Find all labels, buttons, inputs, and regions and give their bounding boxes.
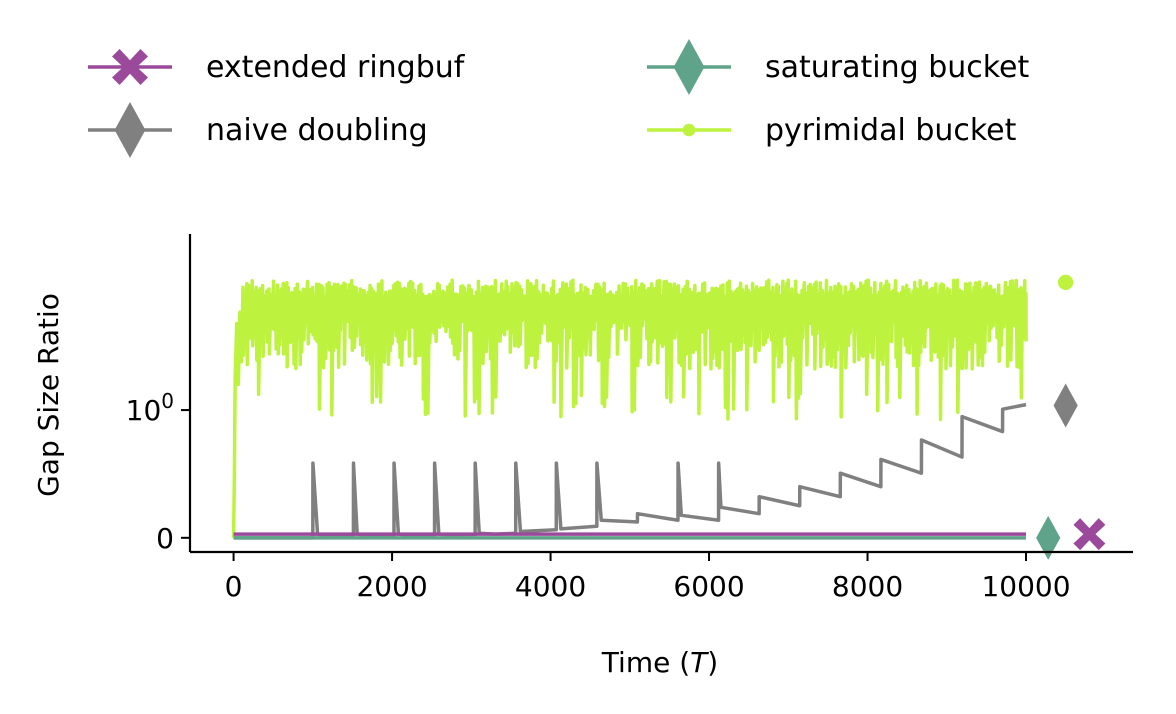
x-tick-label: 8000 xyxy=(832,570,903,603)
end-markers xyxy=(1036,274,1106,560)
legend-marker xyxy=(682,123,696,137)
x-axis-label: Time (T) xyxy=(601,646,718,679)
legend-marker xyxy=(112,49,148,85)
x-tick-label: 2000 xyxy=(356,570,427,603)
legend-label: pyrimidal bucket xyxy=(765,113,1017,148)
series-line-naive-doubling xyxy=(233,402,1027,540)
x-tick-label: 0 xyxy=(225,570,243,603)
legend-item-naive-doubling: naive doubling xyxy=(88,102,428,158)
legend-marker xyxy=(673,39,705,95)
y-axis-label: Gap Size Ratio xyxy=(32,293,65,497)
x-tick-label: 6000 xyxy=(673,570,744,603)
y-tick-label: 0 xyxy=(156,522,174,555)
series-line-pyrimidal-bucket xyxy=(231,278,1028,538)
end-marker-extended-ringbuf xyxy=(1073,518,1106,551)
legend: extended ringbuf naive doubling saturating… xyxy=(88,39,1030,158)
legend-label: extended ringbuf xyxy=(206,50,466,85)
legend-marker xyxy=(114,102,146,158)
y-tick-label: 100 xyxy=(126,389,174,427)
legend-item-saturating-bucket: saturating bucket xyxy=(647,39,1030,95)
end-marker-pyrimidal-bucket xyxy=(1057,274,1074,290)
end-marker-naive-doubling xyxy=(1053,383,1078,428)
series-layer xyxy=(231,278,1028,540)
plot-area xyxy=(231,274,1106,560)
x-tick-label: 10000 xyxy=(981,570,1070,603)
legend-label: naive doubling xyxy=(206,113,428,148)
legend-label: saturating bucket xyxy=(765,50,1030,85)
legend-item-extended-ringbuf: extended ringbuf xyxy=(88,49,466,85)
legend-item-pyrimidal-bucket: pyrimidal bucket xyxy=(647,113,1017,148)
end-marker-saturating-bucket xyxy=(1036,515,1061,560)
x-tick-label: 4000 xyxy=(515,570,586,603)
axes: 0 2000 4000 6000 8000 10000 0 100 xyxy=(126,234,1133,603)
